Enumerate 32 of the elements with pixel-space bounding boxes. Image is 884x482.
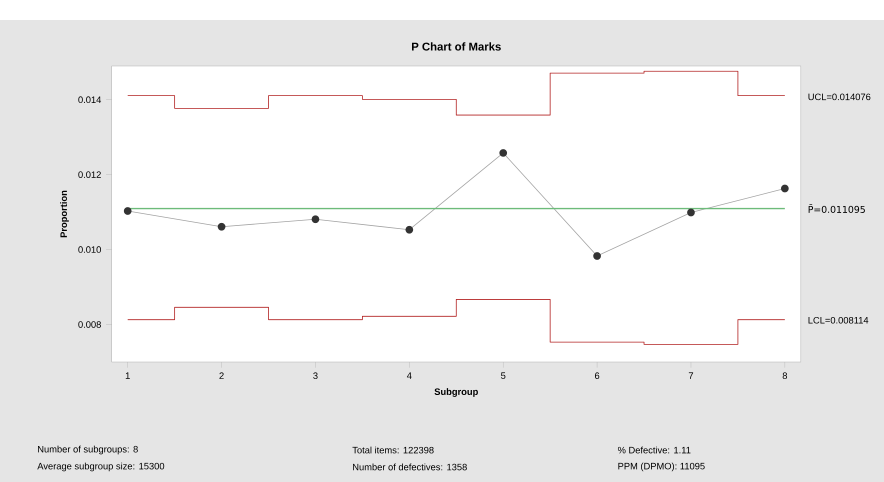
y-tick-label: 0.010 bbox=[78, 246, 101, 253]
text: Number of subgroups: 8 bbox=[38, 446, 138, 454]
y-axis-title: Proportion bbox=[60, 190, 69, 238]
text: Total items: 122398 bbox=[352, 446, 434, 454]
y-tick-label: 0.012 bbox=[78, 171, 101, 178]
x-axis-title: Subgroup bbox=[434, 388, 478, 397]
annotation: LCL=0.008114 bbox=[808, 316, 868, 324]
text: Number of defectives: 1358 bbox=[353, 464, 467, 470]
y-tick-label: 0.014 bbox=[78, 96, 102, 104]
point bbox=[218, 222, 226, 231]
x-tick-label: 2 bbox=[219, 372, 224, 379]
point bbox=[405, 226, 414, 234]
x-tick-label: 5 bbox=[500, 372, 506, 379]
x-tick-label: 8 bbox=[782, 372, 788, 379]
y-tick-label: 0.008 bbox=[78, 321, 101, 328]
point bbox=[124, 207, 132, 215]
x-tick-label: 7 bbox=[688, 372, 694, 379]
ref-line-label: P̄=0.011095 bbox=[808, 204, 865, 213]
text: Average subgroup size: 15300 bbox=[37, 462, 164, 472]
point bbox=[780, 184, 789, 192]
text: % Defective: 1.11 bbox=[618, 446, 690, 454]
text: PPM (DPMO): 11095 bbox=[618, 462, 705, 472]
point bbox=[687, 208, 695, 216]
annotation: UCL=0.014076 bbox=[808, 94, 870, 100]
x-tick-label: 1 bbox=[126, 372, 130, 379]
chart-title: P Chart of Marks bbox=[412, 42, 501, 51]
x-tick-label: 4 bbox=[406, 372, 412, 379]
x-tick-label: 6 bbox=[594, 372, 600, 379]
point bbox=[593, 252, 601, 260]
point bbox=[499, 149, 508, 157]
x-tick-label: 3 bbox=[313, 372, 318, 379]
point bbox=[312, 215, 320, 224]
